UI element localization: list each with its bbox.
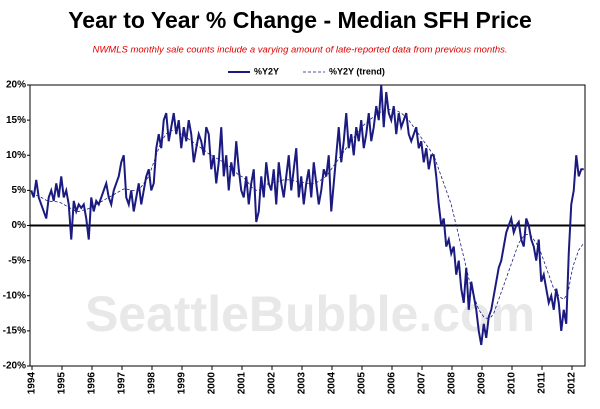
x-tick-label: 2011 xyxy=(537,372,548,394)
y-tick-label: -20% xyxy=(3,361,26,372)
legend-label: %Y2Y (trend) xyxy=(329,66,385,76)
y-tick-label: 15% xyxy=(6,115,26,126)
x-tick-label: 1999 xyxy=(177,372,188,395)
y-tick-label: 20% xyxy=(6,80,26,91)
y-tick-label: -10% xyxy=(3,290,26,301)
x-tick-label: 2002 xyxy=(267,372,278,395)
chart-title: Year to Year % Change - Median SFH Price xyxy=(68,7,532,33)
x-tick-label: 2005 xyxy=(357,372,368,395)
x-tick-label: 1995 xyxy=(57,372,68,395)
y-tick-label: -5% xyxy=(8,255,26,266)
y-tick-label: 0% xyxy=(12,220,27,231)
y-tick-label: 5% xyxy=(12,185,27,196)
y-tick-label: -15% xyxy=(3,326,26,337)
x-tick-label: 2009 xyxy=(477,372,488,395)
chart-subtitle: NWMLS monthly sale counts include a vary… xyxy=(92,45,507,56)
x-tick-label: 2008 xyxy=(447,372,458,395)
watermark: SeattleBubble.com xyxy=(85,286,535,342)
x-tick-label: 2006 xyxy=(387,372,398,395)
x-tick-label: 2003 xyxy=(297,372,308,395)
series-line xyxy=(31,109,585,319)
series-line xyxy=(30,84,584,346)
x-tick-label: 1996 xyxy=(87,372,98,395)
y-tick-label: 10% xyxy=(6,150,26,161)
x-tick-label: 1997 xyxy=(117,372,128,395)
x-tick-label: 2001 xyxy=(237,372,248,395)
x-tick-label: 1994 xyxy=(27,372,38,395)
x-tick-label: 1998 xyxy=(147,372,158,395)
x-tick-label: 2012 xyxy=(567,372,578,395)
legend-label: %Y2Y xyxy=(254,66,279,76)
x-tick-label: 2000 xyxy=(207,372,218,395)
x-tick-label: 2004 xyxy=(327,372,338,395)
x-tick-label: 2010 xyxy=(507,372,518,395)
x-tick-label: 2007 xyxy=(417,372,428,395)
